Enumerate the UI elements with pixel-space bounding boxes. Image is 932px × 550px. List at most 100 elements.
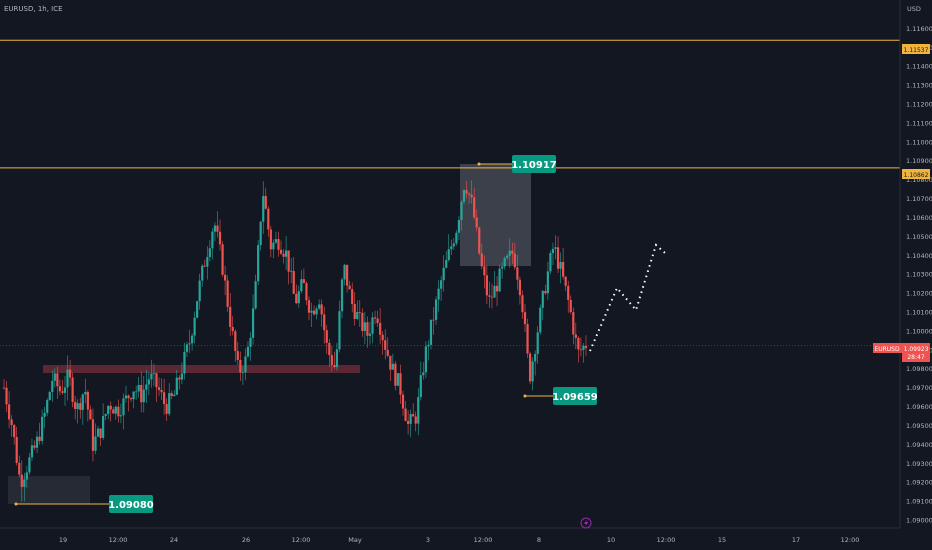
- candle-body: [521, 295, 524, 313]
- y-tick-label: 1.10000: [906, 327, 932, 335]
- candle-body: [18, 462, 21, 475]
- candle-body: [264, 195, 267, 209]
- candle-body: [445, 260, 448, 268]
- candle-body: [13, 424, 16, 438]
- annotation-dot-high: [477, 162, 481, 166]
- candle-body: [470, 194, 473, 198]
- candle-body: [201, 265, 204, 281]
- candle-body: [170, 393, 173, 397]
- candle-body: [165, 403, 168, 414]
- candle-body: [124, 395, 128, 399]
- candle-body: [554, 247, 557, 249]
- time-axis[interactable]: 19 12:00 24 26 12:00 May 3 12:00 8 10 12:00 15 17 12:…: [59, 536, 860, 544]
- candle-body: [495, 285, 499, 292]
- candle-body: [412, 414, 415, 417]
- candle-body: [361, 312, 364, 331]
- candle-body: [20, 474, 23, 487]
- candle-body: [81, 394, 84, 410]
- candle-body: [307, 300, 311, 313]
- candle-body: [66, 369, 69, 388]
- candle-body: [221, 244, 224, 275]
- lightning-icon[interactable]: [580, 517, 592, 529]
- candle-body: [358, 312, 361, 313]
- candle-body: [353, 304, 356, 320]
- candle-body: [140, 384, 143, 403]
- candle-body: [391, 363, 394, 370]
- y-tick-label: 1.09500: [906, 422, 932, 430]
- candle-body: [366, 322, 369, 336]
- candle-body: [216, 225, 219, 232]
- y-tick-label: 1.09600: [906, 403, 932, 411]
- candle-body: [10, 419, 13, 425]
- candle-body: [404, 408, 407, 421]
- candle-body: [434, 299, 438, 320]
- y-tick-label: 1.11600: [906, 25, 932, 33]
- candle-body: [483, 266, 486, 276]
- svg-text:1.11537: 1.11537: [904, 47, 929, 54]
- candle-body: [94, 436, 97, 451]
- candle-body: [508, 250, 511, 256]
- candle-body: [490, 296, 494, 298]
- candle-body: [63, 387, 67, 393]
- annotation-box-may: [553, 387, 597, 405]
- candle-body: [381, 334, 384, 341]
- candle-body: [41, 416, 44, 441]
- candle-body: [572, 312, 575, 335]
- candle-body: [25, 472, 28, 480]
- x-tick-label: 15: [718, 536, 726, 544]
- candle-body: [549, 253, 552, 272]
- candle-body: [290, 270, 293, 272]
- candle-body: [501, 266, 504, 269]
- candle-body: [401, 394, 405, 409]
- candle-body: [48, 392, 51, 401]
- candle-body: [292, 270, 295, 294]
- svg-text:1.10862: 1.10862: [904, 172, 929, 179]
- candle-body: [513, 253, 516, 268]
- candle-body: [122, 398, 125, 416]
- svg-text:EURUSD: EURUSD: [874, 346, 900, 353]
- candle-body: [356, 312, 359, 320]
- x-tick-label: 12:00: [292, 536, 311, 544]
- candle-body: [363, 322, 366, 331]
- annotation-dot-may: [523, 394, 527, 398]
- candle-body: [340, 279, 344, 312]
- candle-body: [287, 250, 290, 272]
- candle-body: [53, 373, 56, 381]
- candle-body: [318, 304, 321, 309]
- candle-body: [348, 285, 351, 290]
- candle-body: [267, 208, 270, 230]
- resistance-zone: [43, 365, 360, 373]
- candle-body: [467, 193, 471, 195]
- y-tick-label: 1.10900: [906, 157, 932, 165]
- candle-body: [295, 293, 298, 304]
- candle-body: [511, 250, 514, 254]
- candle-body: [46, 400, 49, 413]
- candle-body: [544, 291, 547, 294]
- candle-body: [419, 375, 422, 397]
- candle-body: [526, 324, 529, 354]
- x-tick-label: 8: [537, 536, 541, 544]
- candle-body: [389, 355, 392, 370]
- candle-body: [109, 405, 112, 410]
- candle-body: [279, 249, 283, 254]
- candle-body: [516, 267, 519, 280]
- candle-body: [417, 396, 420, 424]
- candle-body: [584, 345, 588, 349]
- candle-body: [440, 280, 443, 289]
- currency-label: USD: [907, 5, 921, 13]
- candle-body: [528, 353, 532, 382]
- candle-body: [335, 349, 339, 368]
- candle-body: [551, 248, 555, 254]
- candle-body: [310, 310, 313, 313]
- annotation-box-high: [512, 155, 556, 173]
- candle-body: [325, 330, 328, 343]
- candle-body: [424, 346, 427, 373]
- candle-body: [114, 406, 117, 414]
- candle-body: [498, 268, 501, 292]
- annotation-box-april: [109, 495, 153, 513]
- annotation-label-may: 1.09659: [552, 392, 598, 403]
- candle-body: [399, 373, 402, 395]
- candle-body: [259, 221, 262, 246]
- candle-body: [239, 359, 242, 373]
- candle-body: [539, 307, 542, 333]
